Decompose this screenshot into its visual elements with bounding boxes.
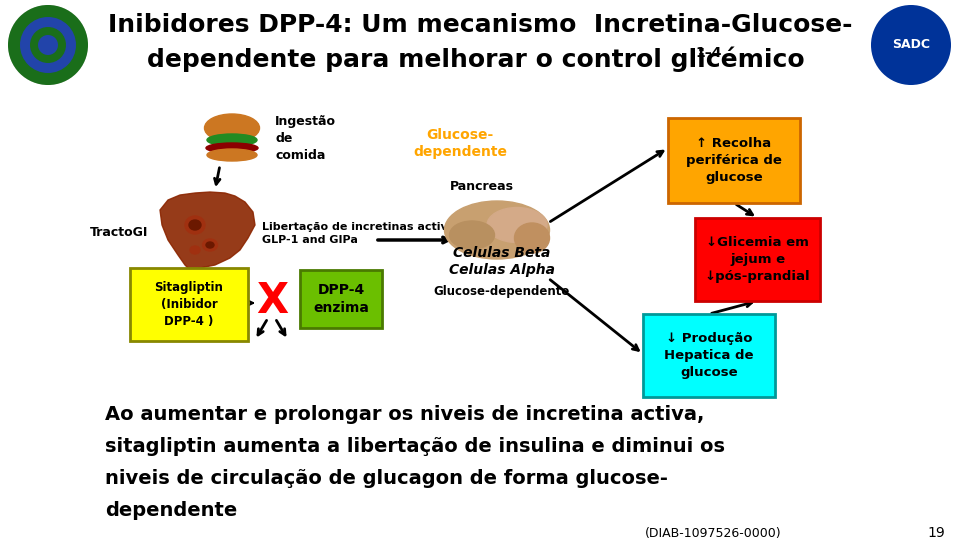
Ellipse shape	[450, 221, 495, 249]
Text: Libertação de incretinas activas
GLP-1 and GIPa: Libertação de incretinas activas GLP-1 a…	[262, 222, 462, 245]
Text: dependente para melhorar o control glicémico: dependente para melhorar o control glicé…	[147, 46, 813, 71]
Ellipse shape	[185, 216, 205, 234]
Text: Celulas Alpha: Celulas Alpha	[449, 263, 555, 277]
Ellipse shape	[445, 201, 550, 259]
Circle shape	[8, 5, 88, 85]
Circle shape	[20, 17, 76, 73]
FancyBboxPatch shape	[643, 314, 775, 397]
Text: dependente: dependente	[105, 501, 237, 520]
Text: Sitagliptin
(Inibidor
DPP-4 ): Sitagliptin (Inibidor DPP-4 )	[154, 281, 223, 328]
FancyBboxPatch shape	[668, 118, 800, 203]
Polygon shape	[160, 192, 255, 270]
Circle shape	[38, 35, 58, 55]
Text: sitagliptin aumenta a libertação de insulina e diminui os: sitagliptin aumenta a libertação de insu…	[105, 437, 725, 456]
Text: Pancreas: Pancreas	[450, 180, 514, 193]
Ellipse shape	[190, 246, 200, 254]
Text: Glucose-dependente: Glucose-dependente	[433, 285, 571, 298]
Ellipse shape	[204, 114, 260, 142]
FancyBboxPatch shape	[695, 218, 820, 301]
Text: SADC: SADC	[892, 38, 930, 52]
Ellipse shape	[206, 242, 214, 248]
Text: (DIAB-1097526-0000): (DIAB-1097526-0000)	[645, 527, 782, 540]
Ellipse shape	[189, 220, 201, 230]
Ellipse shape	[514, 223, 550, 253]
Ellipse shape	[206, 143, 258, 153]
Text: Glucose-
dependente: Glucose- dependente	[413, 128, 507, 159]
Text: 19: 19	[927, 526, 945, 540]
Circle shape	[8, 5, 88, 85]
Ellipse shape	[487, 208, 547, 243]
Text: ↓Glicemia em
jejum e
↓pós-prandial: ↓Glicemia em jejum e ↓pós-prandial	[705, 236, 810, 283]
Ellipse shape	[207, 149, 257, 161]
Text: niveis de circulação de glucagon de forma glucose-: niveis de circulação de glucagon de form…	[105, 469, 667, 488]
Text: Celulas Beta: Celulas Beta	[454, 246, 550, 260]
FancyBboxPatch shape	[130, 268, 248, 341]
FancyBboxPatch shape	[300, 270, 382, 328]
Text: Ingestão
de
comida: Ingestão de comida	[275, 115, 336, 162]
Text: Inibidores DPP-4: Um mecanismo  Incretina-Glucose-: Inibidores DPP-4: Um mecanismo Incretina…	[107, 13, 853, 37]
Text: ↑ Recolha
periférica de
glucose: ↑ Recolha periférica de glucose	[686, 137, 782, 184]
Text: X: X	[256, 280, 288, 322]
Text: ↓ Produção
Hepatica de
glucose: ↓ Produção Hepatica de glucose	[665, 332, 754, 379]
Text: DPP-4
enzima: DPP-4 enzima	[313, 283, 369, 315]
Text: TractoGI: TractoGI	[89, 226, 148, 239]
Text: Ao aumentar e prolongar os niveis de incretina activa,: Ao aumentar e prolongar os niveis de inc…	[105, 405, 704, 424]
Ellipse shape	[207, 134, 257, 146]
Circle shape	[30, 27, 66, 63]
Circle shape	[871, 5, 951, 85]
Text: 1–4: 1–4	[695, 46, 721, 60]
Ellipse shape	[202, 239, 218, 251]
